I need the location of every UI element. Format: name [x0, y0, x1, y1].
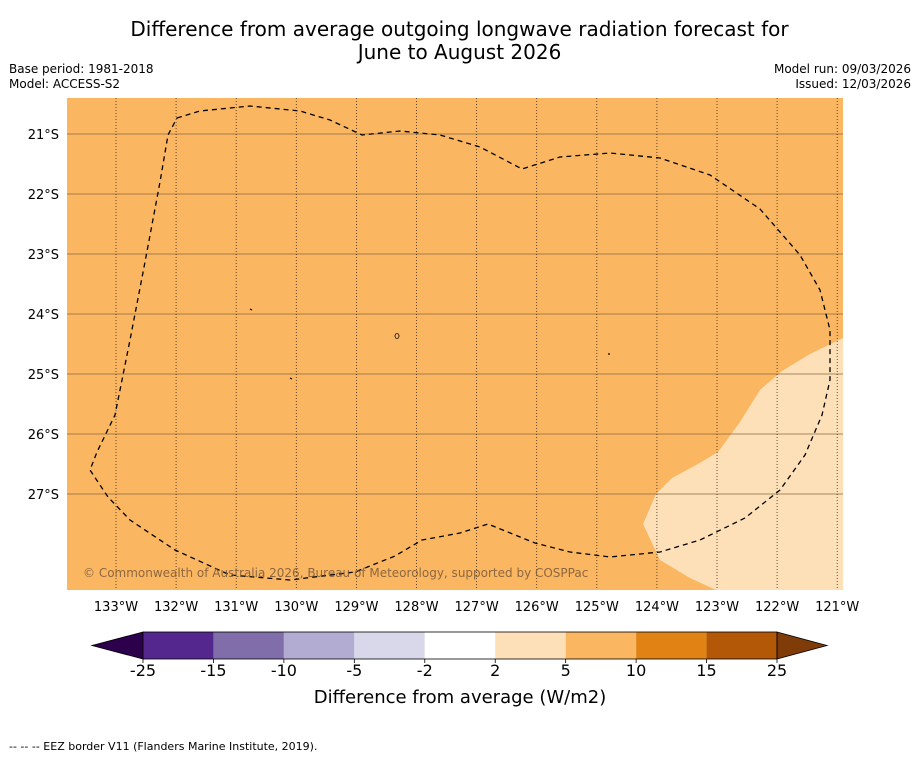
colorbar-label: Difference from average (W/m2)	[314, 687, 606, 708]
model-name: Model: ACCESS-S2	[9, 77, 121, 91]
colorbar-bin	[565, 632, 637, 659]
longitude-label: 129°W	[334, 600, 378, 615]
colorbar-tick-label: -15	[200, 661, 226, 680]
colorbar-tick-label: -25	[130, 661, 156, 680]
colorbar-bin	[706, 632, 777, 659]
longitude-label: 130°W	[274, 600, 318, 615]
longitude-label: 123°W	[695, 600, 739, 615]
longitude-label: 133°W	[94, 600, 138, 615]
colorbar-high-extend	[776, 631, 829, 660]
colorbar-bin	[636, 632, 707, 659]
longitude-label: 122°W	[755, 600, 799, 615]
colorbar-tick-label: 25	[767, 661, 787, 680]
longitude-label: 126°W	[515, 600, 559, 615]
latitude-label: 22°S	[28, 188, 59, 203]
copyright-notice: © Commonwealth of Australia 2026, Bureau…	[83, 566, 588, 580]
forecast-area-2-5	[643, 338, 843, 590]
colorbar-tick-label: -5	[346, 661, 362, 680]
colorbar-tick-label: -10	[271, 661, 297, 680]
colorbar-bin	[495, 632, 566, 659]
eez-legend-note: -- -- -- EEZ border V11 (Flanders Marine…	[9, 740, 318, 753]
meta-right: Model run: 09/03/2026 Issued: 12/03/2026	[774, 62, 911, 92]
colorbar-bin	[143, 632, 214, 659]
colorbar-bin	[424, 632, 496, 659]
longitude-label: 125°W	[575, 600, 619, 615]
longitude-label: 124°W	[635, 600, 679, 615]
graticule	[67, 98, 843, 590]
map-panel: © Commonwealth of Australia 2026, Bureau…	[67, 98, 843, 590]
colorbar-bin	[213, 632, 284, 659]
latitude-labels: 21°S 22°S 23°S 24°S 25°S 26°S 27°S	[28, 128, 59, 503]
island-mark	[289, 377, 293, 380]
longitude-label: 128°W	[394, 600, 438, 615]
latitude-label: 27°S	[28, 488, 59, 503]
title-line-1: Difference from average outgoing longwav…	[130, 17, 789, 41]
colorbar-tick-label: 15	[696, 661, 716, 680]
colorbar-bin	[283, 632, 355, 659]
latitude-label: 23°S	[28, 248, 59, 263]
colorbar-tick-label: 10	[626, 661, 646, 680]
longitude-label: 131°W	[214, 600, 258, 615]
eez-border	[89, 105, 831, 581]
island-mark	[249, 308, 253, 311]
map-title: Difference from average outgoing longwav…	[0, 18, 919, 64]
island-mark	[394, 333, 400, 339]
meta-left: Base period: 1981-2018 Model: ACCESS-S2	[9, 62, 154, 92]
colorbar-low-extend	[90, 631, 144, 660]
colorbar-frame	[142, 631, 778, 660]
base-period: Base period: 1981-2018	[9, 62, 154, 76]
colorbar-tick-label: -2	[417, 661, 433, 680]
longitude-label: 121°W	[815, 600, 859, 615]
issued-date: Issued: 12/03/2026	[795, 77, 911, 91]
title-line-2: June to August 2026	[357, 40, 562, 64]
longitude-labels: 133°W 132°W 131°W 130°W 129°W 128°W 127°W 126°W…	[94, 600, 860, 615]
longitude-label: 127°W	[455, 600, 499, 615]
latitude-label: 25°S	[28, 368, 59, 383]
latitude-label: 21°S	[28, 128, 59, 143]
colorbar-bin	[354, 632, 425, 659]
colorbar-tick-labels: -25 -15 -10 -5 -2 2 5 10 15 25	[130, 659, 787, 680]
longitude-label: 132°W	[154, 600, 198, 615]
model-run: Model run: 09/03/2026	[773, 62, 911, 76]
colorbar-tick-label: 5	[561, 661, 571, 680]
latitude-label: 26°S	[28, 428, 59, 443]
latitude-label: 24°S	[28, 308, 59, 323]
colorbar-tick-label: 2	[490, 661, 500, 680]
colorbar	[90, 631, 829, 660]
